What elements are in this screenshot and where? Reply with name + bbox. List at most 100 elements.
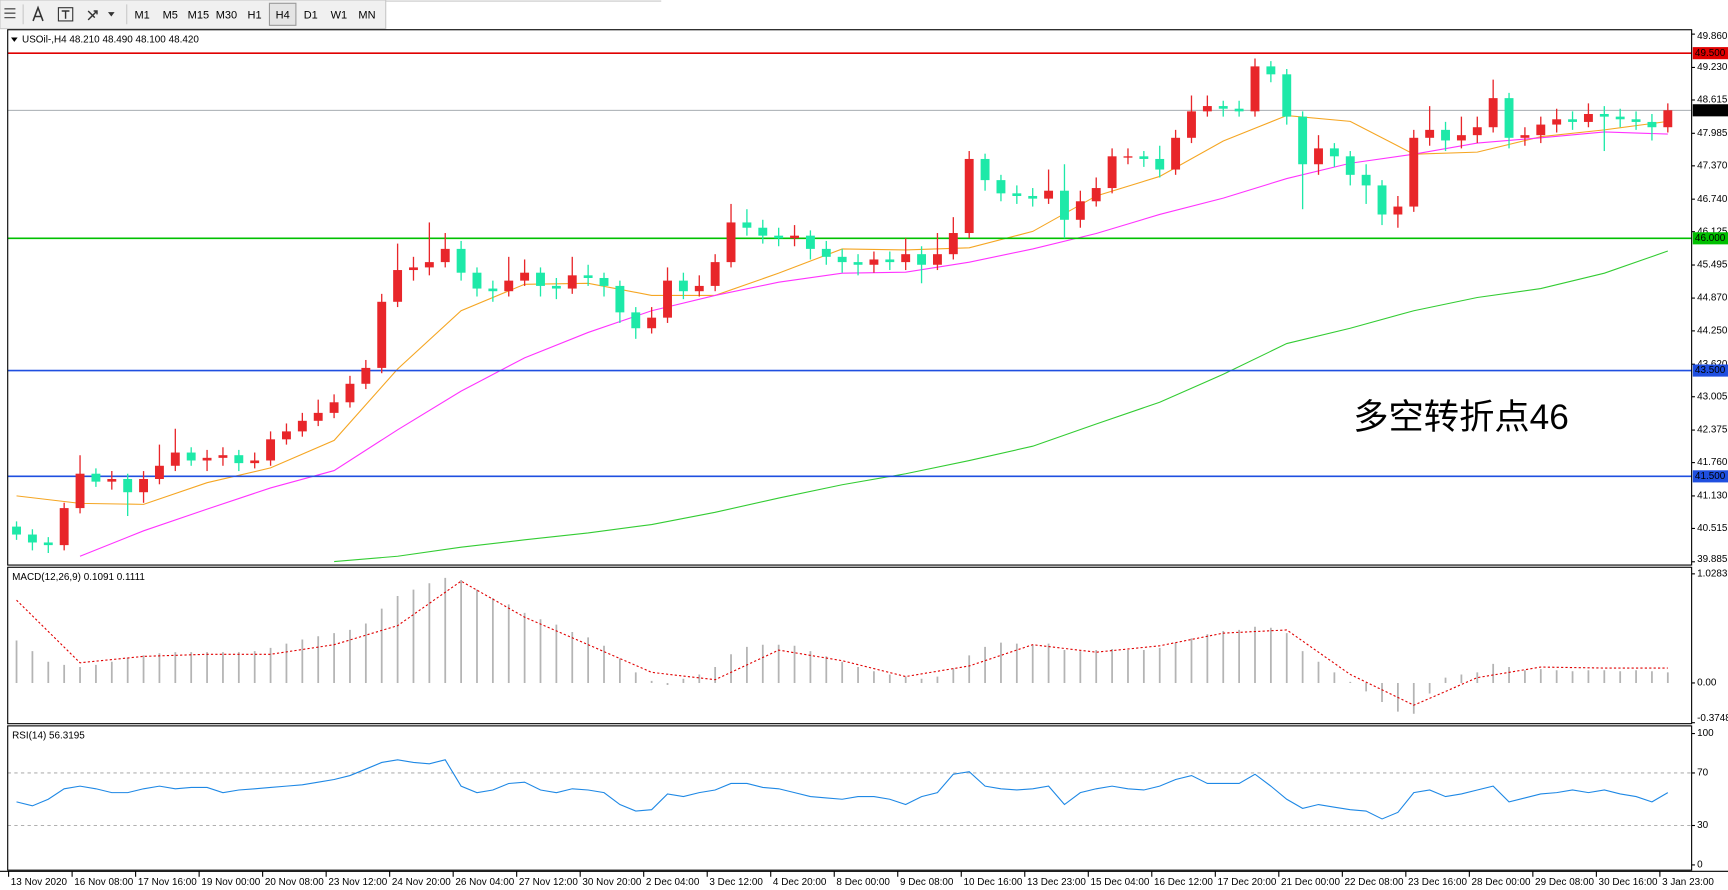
y-tick-label: 47.985 — [1697, 128, 1728, 139]
level-tag-label: 41.500 — [1695, 471, 1726, 482]
candle-body — [615, 285, 625, 313]
x-tick-label: 28 Dec 00:00 — [1472, 877, 1531, 888]
rsi-line — [16, 759, 1669, 820]
candle-body — [1583, 113, 1593, 122]
toolbar-bg — [0, 0, 387, 30]
period-button[interactable]: M15 — [188, 9, 209, 21]
candle-body — [790, 235, 799, 239]
level-tag — [1692, 47, 1728, 60]
panel-title: USOil-,H4 48.210 48.490 48.100 48.420 — [22, 34, 199, 45]
period-button[interactable]: H1 — [248, 9, 262, 21]
period-button[interactable]: MN — [358, 9, 375, 21]
candle-body — [885, 259, 895, 263]
candle-body — [1472, 127, 1482, 136]
candle-body — [1250, 66, 1260, 112]
candle-body — [1075, 201, 1085, 220]
candle-body — [234, 455, 244, 464]
candle-body — [917, 254, 927, 265]
candle-body — [1329, 148, 1339, 157]
candle-body — [123, 478, 133, 493]
period-button-active[interactable] — [268, 2, 297, 26]
x-tick-label: 22 Dec 08:00 — [1345, 877, 1404, 888]
y-tick-label: 42.375 — [1697, 425, 1728, 436]
candle-body — [218, 455, 228, 458]
candle-body — [694, 285, 704, 292]
candle-body — [1345, 156, 1355, 175]
candle-body — [504, 280, 514, 292]
y-tick-label: 47.370 — [1697, 160, 1728, 171]
y-tick-label: 46.125 — [1697, 226, 1728, 237]
x-tick-label: 30 Dec 16:00 — [1599, 877, 1658, 888]
y-tick-label: 46.740 — [1697, 194, 1728, 205]
candle-body — [1123, 156, 1133, 158]
candle-body — [170, 452, 180, 466]
arrow-tool-icon[interactable] — [87, 10, 115, 21]
candle-body — [297, 420, 307, 432]
panel-frame — [7, 29, 1693, 566]
candle-body — [282, 431, 291, 440]
candle-body — [345, 383, 355, 403]
candle-body — [1202, 106, 1212, 112]
collapse-marker — [11, 37, 18, 42]
candle-body — [1171, 137, 1181, 170]
period-button[interactable]: M30 — [216, 9, 237, 21]
candle-body — [1504, 98, 1514, 138]
candle-body — [107, 478, 117, 482]
panel-frame — [7, 566, 1693, 725]
candle-body — [774, 235, 784, 239]
y-tick-label: 45.495 — [1697, 260, 1728, 271]
x-tick-label: 4 Dec 20:00 — [773, 877, 827, 888]
candle-body — [27, 534, 37, 543]
candle-body — [821, 248, 831, 257]
period-button[interactable]: M1 — [135, 9, 150, 21]
candle-body — [1298, 116, 1308, 165]
candle-body — [583, 275, 593, 278]
x-tick-label: 19 Nov 00:00 — [201, 877, 260, 888]
x-tick-label: 23 Dec 16:00 — [1408, 877, 1467, 888]
signal-line — [16, 580, 1668, 706]
candle-body — [266, 439, 276, 461]
y-tick-label: 49.860 — [1697, 31, 1728, 42]
label-tool-icon[interactable] — [57, 7, 74, 22]
candle-body — [1266, 66, 1276, 75]
period-button[interactable]: H4 — [276, 9, 290, 21]
x-tick-label: 13 Dec 23:00 — [1027, 877, 1086, 888]
candle-body — [567, 275, 577, 289]
y-tick-label: 44.870 — [1697, 293, 1728, 304]
toolbar: M1 M5 M15 M30 H1 H4 D1 W1 MN — [0, 0, 662, 30]
x-tick-label: 23 Nov 12:00 — [328, 877, 387, 888]
y-tick-label: 44.250 — [1697, 326, 1728, 337]
candle-body — [536, 272, 545, 286]
x-tick-label: 3 Jan 23:00 — [1662, 877, 1714, 888]
candle-body — [377, 301, 387, 368]
period-button[interactable]: W1 — [331, 9, 348, 21]
x-tick-label: 9 Dec 08:00 — [900, 877, 954, 888]
rsi-plot — [7, 759, 1692, 827]
y-tick-label: 41.760 — [1697, 457, 1728, 468]
period-button[interactable]: D1 — [304, 9, 318, 21]
candle-body — [1488, 98, 1498, 128]
text-tool-icon[interactable] — [32, 5, 44, 22]
candle-body — [1409, 137, 1419, 207]
candle-body — [1441, 129, 1450, 141]
candle-body — [1456, 135, 1466, 141]
candle-body — [948, 233, 958, 255]
menu-icon[interactable] — [4, 8, 16, 19]
y-tick-label: 43.005 — [1697, 391, 1728, 402]
candle-body — [647, 317, 657, 329]
price-axis — [1691, 29, 1728, 872]
x-tick-label: 3 Dec 12:00 — [709, 877, 763, 888]
candle-body — [1155, 158, 1165, 170]
x-tick-label: 24 Nov 20:00 — [392, 877, 451, 888]
y-tick-label: -0.3748 — [1697, 713, 1728, 724]
candle-body — [313, 412, 323, 421]
y-tick-label: 100 — [1697, 728, 1714, 739]
candle-body — [520, 272, 530, 281]
x-tick-label: 21 Dec 00:00 — [1281, 877, 1340, 888]
candle-body — [1091, 188, 1101, 202]
period-button[interactable]: M5 — [163, 9, 178, 21]
panel-frame — [7, 725, 1693, 871]
level-tag-label: 46.000 — [1695, 233, 1726, 244]
candle-body — [250, 460, 260, 464]
